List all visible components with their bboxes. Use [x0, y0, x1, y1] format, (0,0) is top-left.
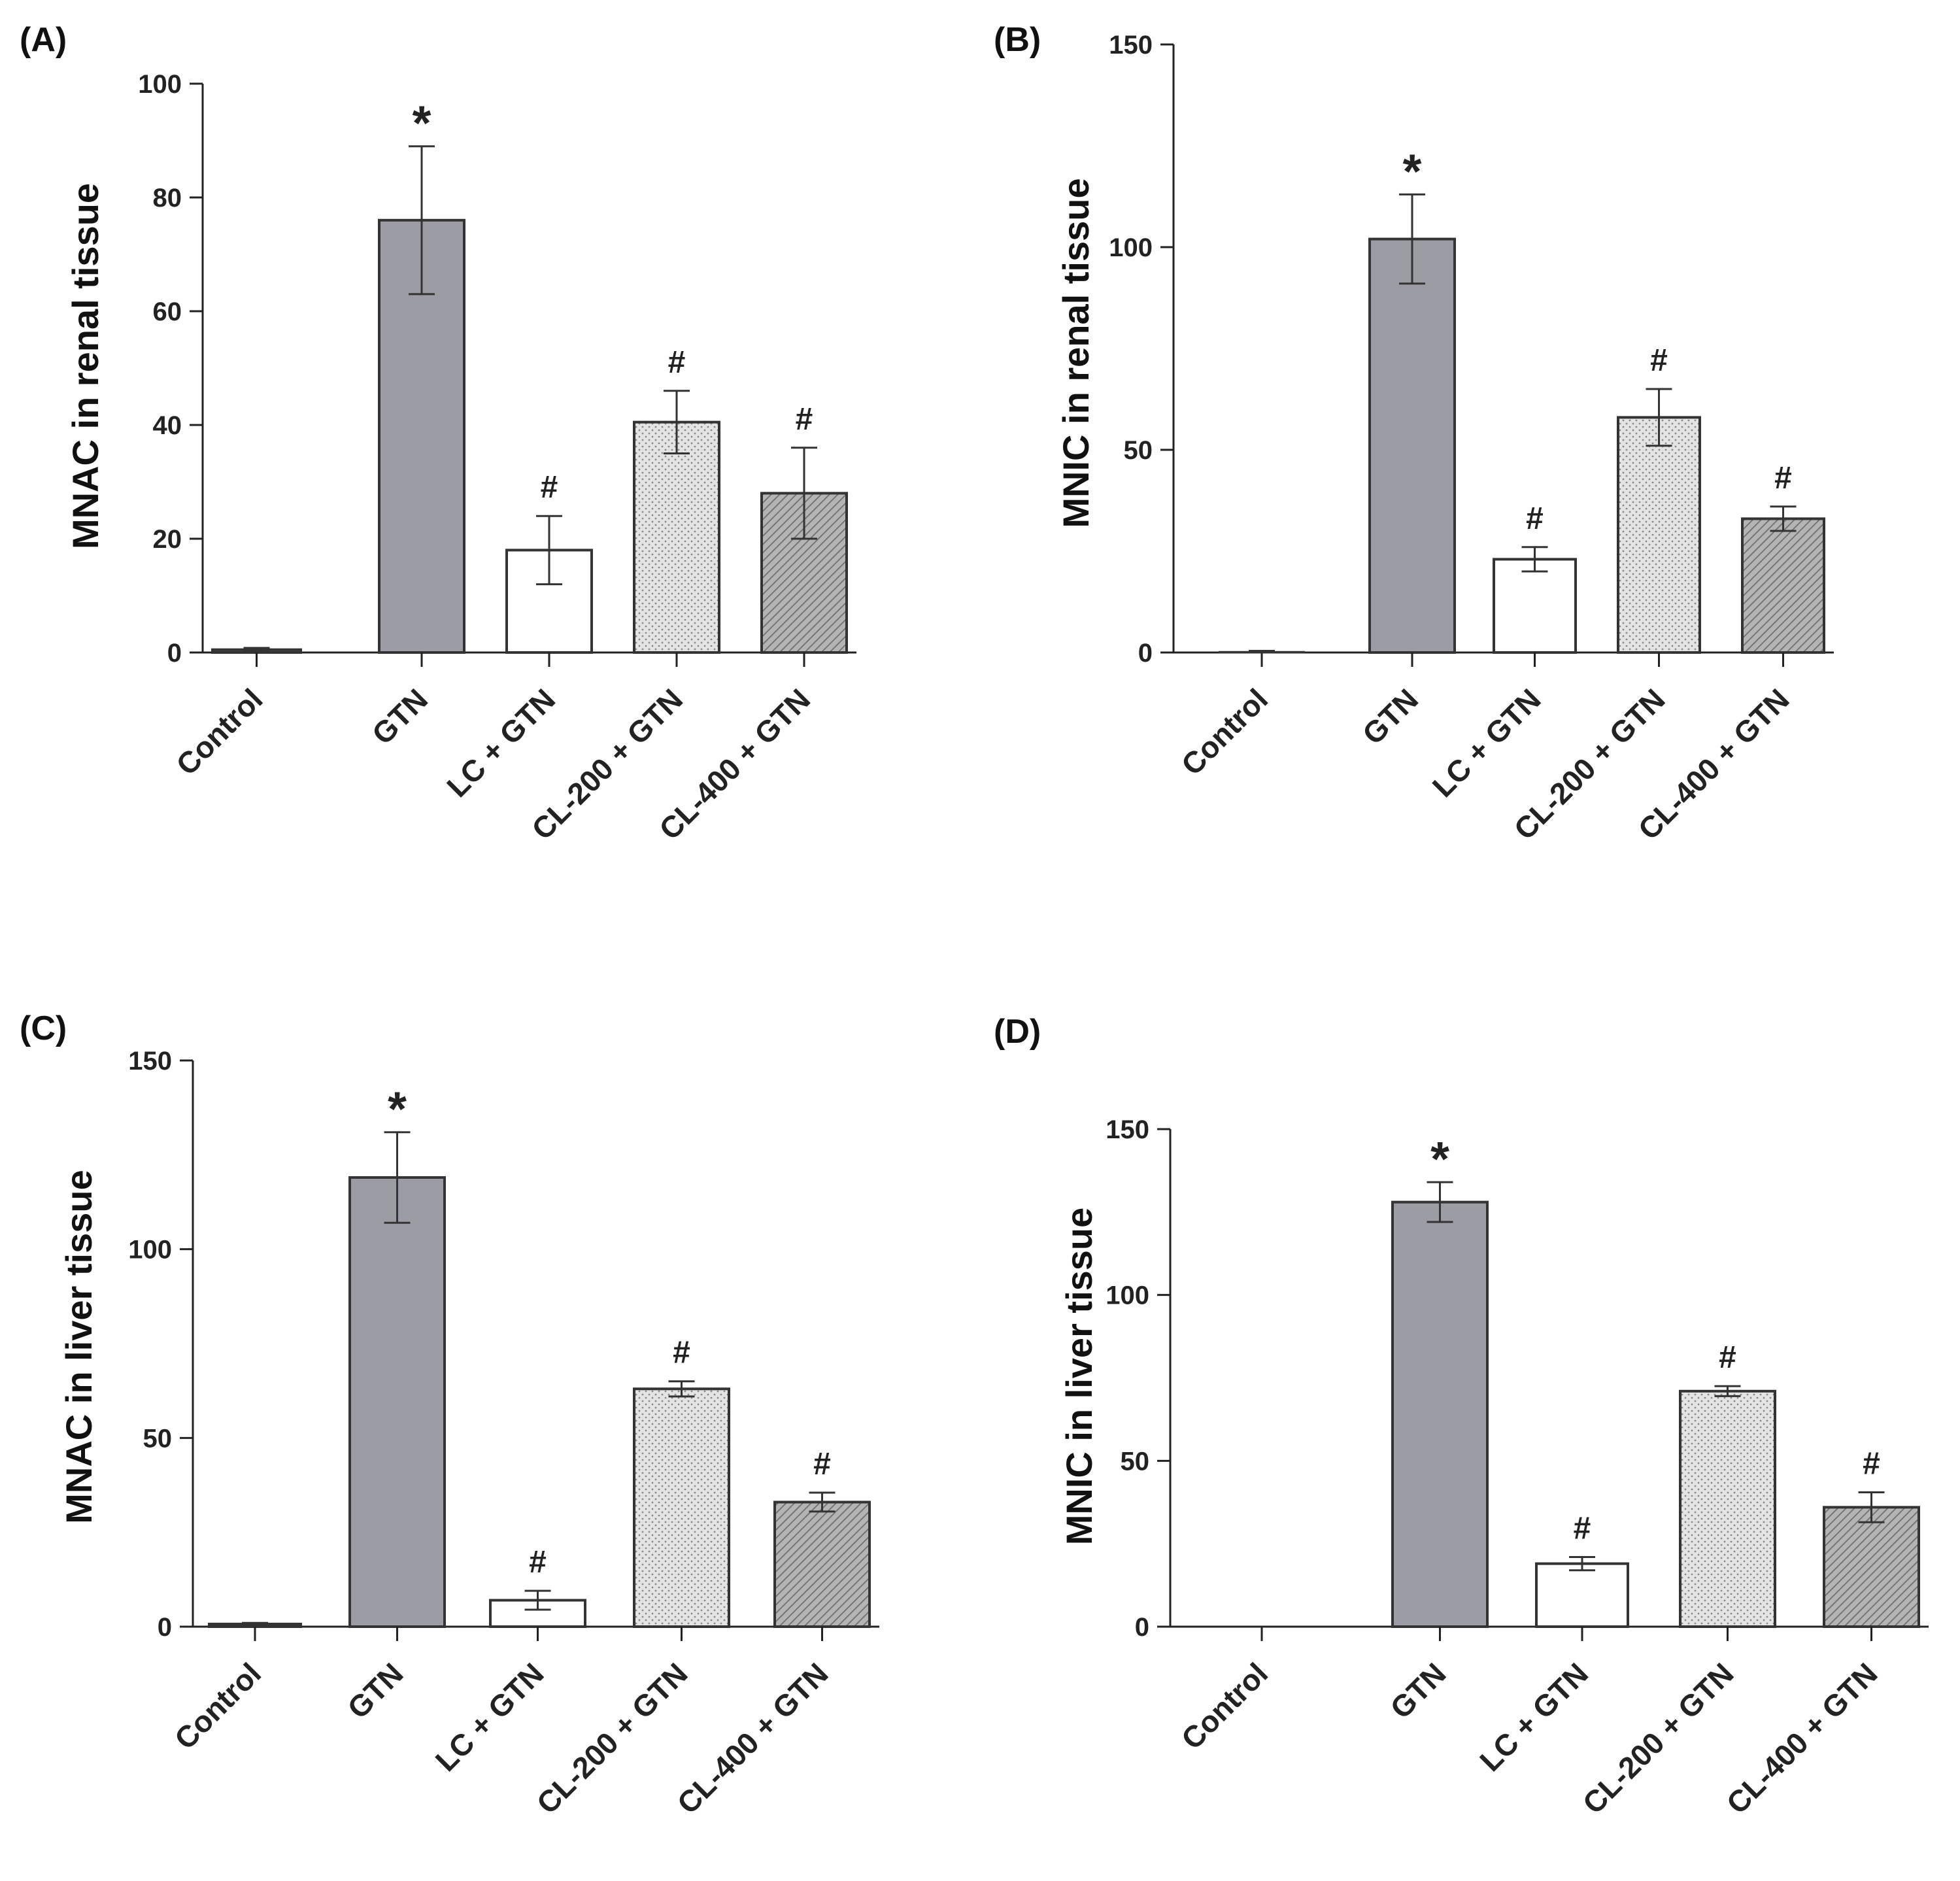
panel-label: (D) — [994, 1013, 1041, 1051]
significance-hash: # — [1863, 1447, 1880, 1482]
significance-hash: # — [796, 402, 813, 437]
y-axis-label: MNIC in renal tissue — [1055, 178, 1096, 528]
significance-hash: # — [1774, 461, 1792, 496]
panel-label: (B) — [994, 21, 1041, 59]
x-tick-label: GTN — [1356, 682, 1425, 751]
y-tick-label: 50 — [143, 1424, 173, 1453]
y-tick-label: 80 — [153, 184, 182, 212]
significance-star: * — [388, 1082, 407, 1136]
significance-hash: # — [1719, 1340, 1736, 1375]
bar-cl-200-gtn — [633, 1387, 730, 1629]
y-tick-label: 50 — [1121, 1447, 1150, 1476]
x-tick-label: Control — [169, 682, 269, 781]
significance-hash: # — [668, 345, 686, 380]
x-tick-label: Control — [1175, 1656, 1274, 1755]
significance-hash: # — [529, 1545, 547, 1580]
y-tick-label: 100 — [128, 1236, 172, 1264]
x-tick-label: LC + GTN — [440, 682, 562, 804]
y-tick-label: 60 — [153, 297, 182, 326]
y-tick-label: 0 — [1138, 639, 1153, 668]
y-tick-label: 150 — [1106, 1115, 1149, 1144]
significance-hash: # — [1526, 501, 1544, 536]
panel-label: (A) — [20, 21, 67, 59]
x-tick-label: LC + GTN — [1426, 682, 1547, 804]
x-tick-label: LC + GTN — [429, 1656, 550, 1778]
significance-star: * — [1403, 144, 1422, 198]
y-tick-label: 150 — [1109, 31, 1153, 59]
panel-a: (A) MNAC in renal tissue 0 20 40 60 80 100 Contr… — [20, 21, 856, 846]
y-tick-label: 100 — [1109, 233, 1153, 262]
y-tick-label: 100 — [138, 70, 182, 99]
bar-cl-200-gtn — [1617, 416, 1701, 654]
x-tick-label: CL-400 + GTN — [671, 1656, 835, 1820]
y-tick-label: 100 — [1106, 1281, 1149, 1310]
significance-hash: # — [813, 1447, 831, 1482]
x-tick-label: GTN — [341, 1656, 409, 1725]
bar-lc-gtn — [1535, 1562, 1629, 1629]
y-tick-label: 40 — [153, 411, 182, 440]
bar-cl-200-gtn — [633, 420, 720, 654]
y-tick-label: 0 — [1135, 1613, 1149, 1642]
y-tick-label: 0 — [158, 1613, 172, 1642]
x-tick-label: CL-400 + GTN — [1720, 1656, 1884, 1820]
bar-gtn — [348, 1176, 446, 1629]
x-tick-label: LC + GTN — [1473, 1656, 1595, 1778]
y-tick-label: 150 — [128, 1047, 172, 1076]
y-tick-label: 20 — [153, 525, 182, 554]
panel-d: (D) MNIC in liver tissue 0 50 100 150 Control *… — [994, 1013, 1929, 1820]
bar-lc-gtn — [1493, 558, 1577, 654]
bar-cl-400-gtn — [1741, 517, 1825, 654]
significance-hash: # — [1574, 1511, 1591, 1546]
x-tick-label: Control — [168, 1656, 267, 1755]
bar-cl-200-gtn — [1679, 1389, 1776, 1628]
x-tick-label: CL-200 + GTN — [530, 1656, 694, 1820]
x-tick-label: CL-200 + GTN — [1576, 1656, 1740, 1820]
bar-gtn — [1368, 237, 1456, 654]
significance-hash: # — [673, 1336, 690, 1370]
panel-b: (B) MNIC in renal tissue 0 50 100 150 Control *… — [994, 21, 1834, 846]
x-tick-label: GTN — [1383, 1656, 1452, 1725]
panel-label: (C) — [20, 1009, 67, 1047]
bar-cl-400-gtn — [760, 492, 848, 654]
x-tick-label: GTN — [365, 682, 434, 751]
significance-hash: # — [1650, 343, 1668, 378]
panel-c: (C) MNAC in liver tissue 0 50 100 150 Control *… — [20, 1009, 879, 1820]
y-axis-label: MNAC in liver tissue — [58, 1170, 99, 1523]
significance-star: * — [1430, 1132, 1449, 1186]
bar-cl-400-gtn — [1823, 1506, 1920, 1629]
y-tick-label: 50 — [1124, 436, 1153, 465]
y-axis-label: MNIC in liver tissue — [1058, 1208, 1100, 1546]
bar-cl-400-gtn — [773, 1500, 871, 1628]
y-tick-label: 0 — [167, 639, 182, 668]
significance-hash: # — [541, 470, 558, 505]
significance-star: * — [413, 96, 431, 150]
y-axis-label: MNAC in renal tissue — [65, 183, 106, 549]
bar-gtn — [1391, 1200, 1489, 1628]
x-tick-label: Control — [1175, 682, 1274, 781]
